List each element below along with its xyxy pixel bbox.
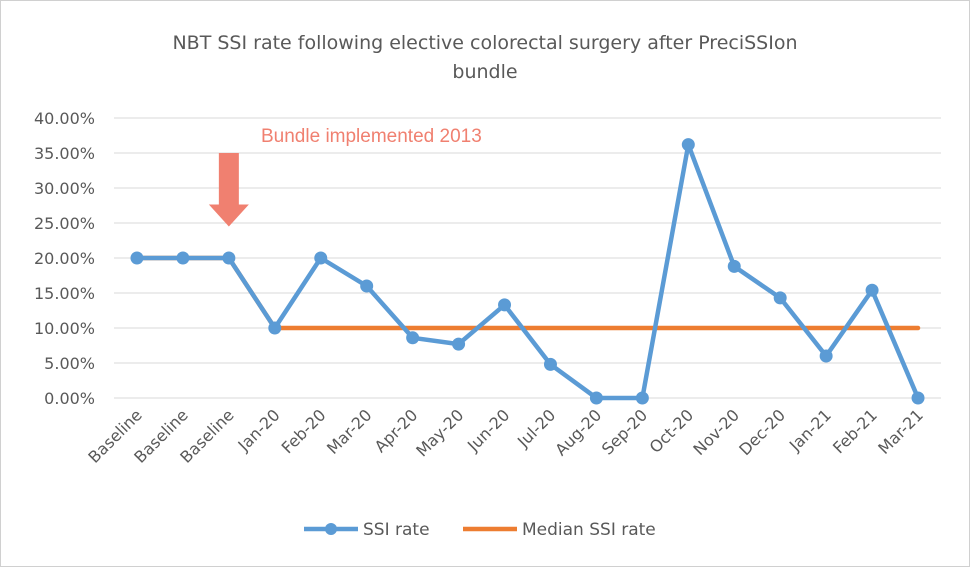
legend-item-ssi-rate: SSI rate: [304, 520, 430, 540]
data-point: [635, 391, 649, 405]
data-point: [452, 337, 466, 351]
data-point: [268, 321, 282, 335]
data-point: [589, 391, 603, 405]
data-point: [865, 283, 879, 297]
y-tick-label: 30.00%: [34, 179, 95, 198]
x-tick-label: Nov-20: [689, 405, 743, 459]
x-tick-label: Oct-20: [646, 405, 697, 456]
x-tick-label: Aug-20: [551, 405, 605, 459]
legend-marker: [325, 523, 337, 535]
data-point: [176, 251, 190, 265]
chart-title-line-1: NBT SSI rate following elective colorect…: [172, 32, 797, 54]
y-tick-label: 0.00%: [44, 389, 95, 408]
legend: SSI rate Median SSI rate: [304, 520, 656, 540]
data-point: [773, 291, 787, 305]
y-tick-label: 5.00%: [44, 354, 95, 373]
annotation-label: Bundle implemented 2013: [261, 126, 482, 147]
x-tick-label: Mar-20: [323, 405, 376, 458]
data-point: [314, 251, 328, 265]
annotation: Bundle implemented 2013: [208, 126, 482, 227]
x-tick-label: May-20: [412, 405, 467, 460]
x-tick-label: Jan-20: [234, 405, 284, 455]
data-point: [130, 251, 144, 265]
x-tick-label: Jun-20: [463, 405, 513, 455]
data-point: [727, 259, 741, 273]
y-axis-tick-labels: 0.00% 5.00% 10.00% 15.00% 20.00% 25.00% 30.00%…: [34, 109, 95, 408]
data-point: [222, 251, 236, 265]
data-point: [543, 357, 557, 371]
x-tick-label: Jan-21: [785, 405, 835, 455]
legend-label: Median SSI rate: [522, 520, 656, 540]
x-tick-label: Dec-20: [735, 405, 789, 459]
x-tick-label: Sep-20: [598, 405, 651, 458]
series-layer: [130, 138, 925, 405]
series-line: [134, 142, 921, 401]
legend-label: SSI rate: [363, 520, 430, 540]
x-tick-label: Feb-20: [278, 405, 330, 457]
data-point: [498, 298, 512, 312]
legend-item-median-ssi-rate: Median SSI rate: [463, 520, 656, 540]
annotation-arrow-icon: [208, 153, 249, 227]
y-tick-label: 15.00%: [34, 284, 95, 303]
y-tick-label: 35.00%: [34, 144, 95, 163]
series-ssi-rate: [130, 138, 925, 405]
x-tick-label: Mar-21: [874, 405, 927, 458]
data-point: [681, 138, 695, 152]
chart-title: NBT SSI rate following elective colorect…: [172, 32, 797, 83]
data-point: [911, 391, 925, 405]
y-tick-label: 25.00%: [34, 214, 95, 233]
data-point: [360, 279, 374, 293]
y-tick-label: 10.00%: [34, 319, 95, 338]
data-point: [819, 349, 833, 363]
chart-title-line-2: bundle: [452, 61, 517, 83]
x-tick-label: Feb-21: [829, 405, 881, 457]
y-tick-label: 20.00%: [34, 249, 95, 268]
y-tick-label: 40.00%: [34, 109, 95, 128]
x-axis-tick-labels: BaselineBaselineBaselineJan-20Feb-20Mar-…: [84, 405, 926, 466]
data-point: [406, 331, 420, 345]
